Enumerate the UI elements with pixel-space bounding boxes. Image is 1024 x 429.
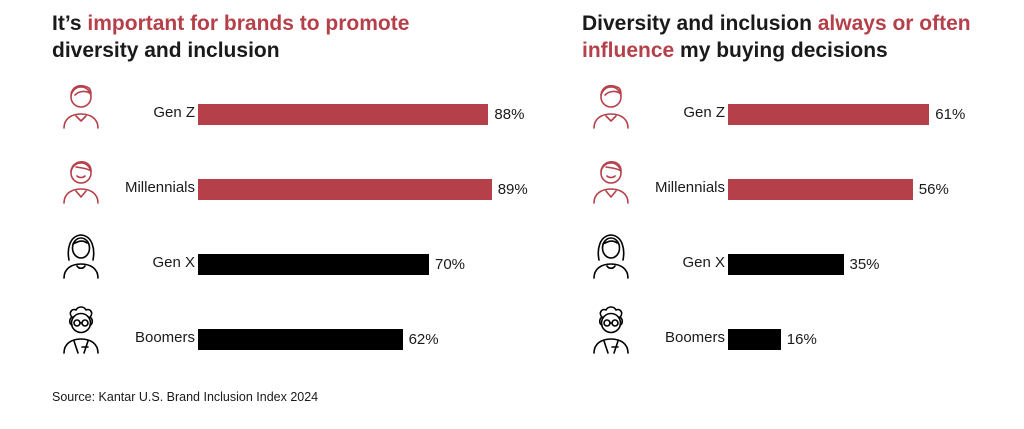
value-label: 70% — [435, 256, 466, 273]
value-label: 89% — [497, 181, 528, 198]
genz-person-icon — [584, 76, 638, 130]
chart-panel-buying-decisions: Diversity and inclusion always or often … — [582, 0, 1024, 380]
millennial-person-icon — [584, 151, 638, 205]
chart-title: It’s important for brands to promote div… — [52, 10, 482, 64]
chart-title: Diversity and inclusion always or often … — [582, 10, 1012, 64]
bar-millennials — [198, 179, 492, 200]
category-label: Gen X — [152, 254, 195, 271]
genx-person-icon — [54, 226, 108, 280]
value-label: 61% — [935, 106, 966, 123]
boomer-person-icon — [54, 301, 108, 355]
bar-millennials — [728, 179, 913, 200]
bar-gen-z — [198, 104, 489, 125]
bar-boomers — [728, 329, 781, 350]
chart-panel-brands-promote: It’s important for brands to promote div… — [52, 0, 532, 380]
bar-gen-x — [198, 254, 429, 275]
title-text: diversity and inclusion — [52, 39, 280, 62]
bar-boomers — [198, 329, 403, 350]
value-label: 88% — [494, 106, 525, 123]
category-label: Millennials — [654, 179, 725, 196]
title-text: Diversity and inclusion — [582, 12, 818, 35]
category-label: Gen X — [682, 254, 725, 271]
genz-person-icon — [54, 76, 108, 130]
millennial-person-icon — [54, 151, 108, 205]
value-label: 16% — [786, 331, 817, 348]
value-label: 56% — [918, 181, 949, 198]
source-note: Source: Kantar U.S. Brand Inclusion Inde… — [52, 390, 319, 404]
value-label: 62% — [408, 331, 439, 348]
title-text: It’s — [52, 12, 88, 35]
title-highlight: always or often influence — [582, 12, 971, 62]
value-label: 35% — [849, 256, 880, 273]
title-text: my buying decisions — [674, 39, 888, 62]
boomer-person-icon — [584, 301, 638, 355]
category-label: Gen Z — [683, 104, 725, 121]
category-label: Gen Z — [153, 104, 195, 121]
category-label: Boomers — [664, 329, 725, 346]
category-label: Boomers — [134, 329, 195, 346]
bar-gen-x — [728, 254, 844, 275]
bar-gen-z — [728, 104, 930, 125]
genx-person-icon — [584, 226, 638, 280]
category-label: Millennials — [124, 179, 195, 196]
title-highlight: important for brands to promote — [87, 12, 410, 35]
